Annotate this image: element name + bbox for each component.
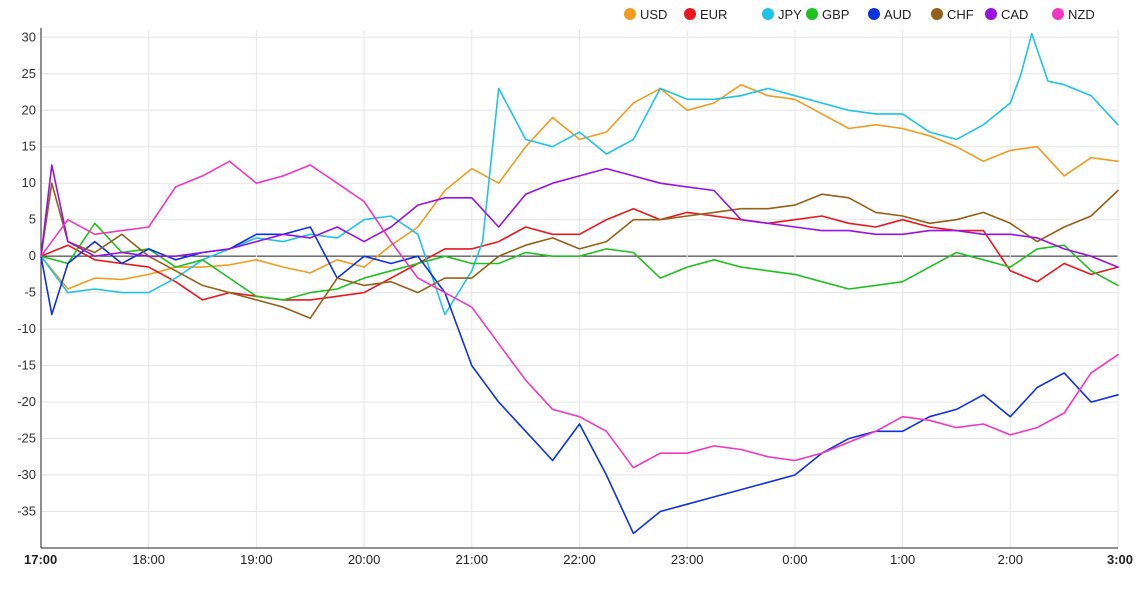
legend-swatch-chf (931, 8, 943, 20)
legend-swatch-eur (684, 8, 696, 20)
y-tick-label: 15 (22, 139, 36, 154)
legend-label-jpy: JPY (778, 7, 802, 22)
legend-label-chf: CHF (947, 7, 974, 22)
legend-label-gbp: GBP (822, 7, 849, 22)
legend-label-nzd: NZD (1068, 7, 1095, 22)
legend-label-usd: USD (640, 7, 667, 22)
series-line-gbp (40, 222, 1119, 301)
y-tick-label: 0 (29, 248, 36, 263)
y-tick-label: -35 (17, 504, 36, 519)
x-tick-label: 20:00 (348, 552, 381, 567)
y-tick-label: -10 (17, 321, 36, 336)
legend-label-cad: CAD (1001, 7, 1028, 22)
legend-swatch-nzd (1052, 8, 1064, 20)
series-line-cad (40, 164, 1119, 268)
series-lines (40, 32, 1119, 535)
legend-swatch-jpy (762, 8, 774, 20)
series-line-usd (40, 83, 1119, 290)
x-tick-label: 19:00 (240, 552, 273, 567)
series-line-chf (40, 182, 1119, 319)
legend: USD EUR JPY GBP AUD CHF CAD NZD (624, 7, 1095, 22)
series-line-nzd (40, 160, 1119, 469)
y-tick-label: -5 (24, 285, 36, 300)
y-tick-label: -25 (17, 431, 36, 446)
legend-swatch-cad (985, 8, 997, 20)
x-tick-label: 3:00 (1107, 552, 1133, 567)
series-line-eur (40, 207, 1119, 301)
y-tick-label: 30 (22, 29, 36, 44)
y-tick-label: -30 (17, 467, 36, 482)
x-tick-label: 2:00 (998, 552, 1023, 567)
x-tick-label: 0:00 (782, 552, 807, 567)
legend-label-eur: EUR (700, 7, 727, 22)
x-tick-label: 22:00 (563, 552, 596, 567)
legend-label-aud: AUD (884, 7, 911, 22)
x-tick-label: 17:00 (24, 552, 57, 567)
grid (40, 30, 1119, 548)
x-tick-label: 1:00 (890, 552, 915, 567)
y-tick-label: -20 (17, 394, 36, 409)
legend-swatch-usd (624, 8, 636, 20)
x-tick-label: 21:00 (456, 552, 489, 567)
y-tick-label: -15 (17, 358, 36, 373)
y-tick-label: 20 (22, 102, 36, 117)
y-tick-label: 5 (29, 212, 36, 227)
axes: 30 25 20 15 10 5 0 -5 -10 -15 -20 -25 -30 -35 17:00 18:… (17, 28, 1133, 567)
y-tick-label: 10 (22, 175, 36, 190)
x-tick-label: 18:00 (132, 552, 165, 567)
legend-swatch-gbp (806, 8, 818, 20)
legend-swatch-aud (868, 8, 880, 20)
y-tick-label: 25 (22, 66, 36, 81)
x-tick-label: 23:00 (671, 552, 704, 567)
